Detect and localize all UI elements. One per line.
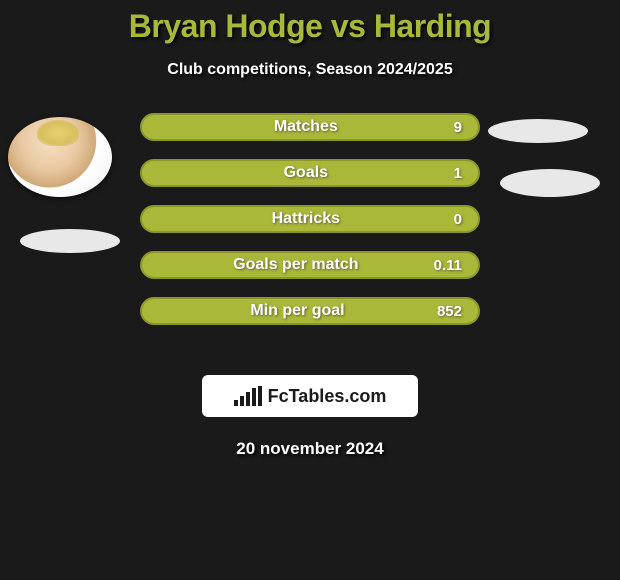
player-avatar	[8, 117, 112, 197]
right-placeholder-ellipse-1	[488, 119, 588, 143]
right-placeholder-ellipse-2	[500, 169, 600, 197]
stat-label: Goals per match	[158, 256, 434, 274]
stat-bars: Matches 9 Goals 1 Hattricks 0 Goals per …	[140, 113, 480, 343]
bars-chart-icon	[234, 386, 262, 406]
left-placeholder-ellipse	[20, 229, 120, 253]
stat-value: 0	[454, 211, 462, 228]
stat-bar: Hattricks 0	[140, 205, 480, 233]
subtitle: Club competitions, Season 2024/2025	[0, 61, 620, 79]
stat-value: 9	[454, 119, 462, 136]
branding-badge: FcTables.com	[202, 375, 418, 417]
page-title: Bryan Hodge vs Harding	[0, 8, 620, 45]
stat-bar: Min per goal 852	[140, 297, 480, 325]
stat-bar: Matches 9	[140, 113, 480, 141]
stat-value: 0.11	[434, 257, 462, 274]
stat-label: Hattricks	[158, 210, 454, 228]
stat-bar: Goals 1	[140, 159, 480, 187]
infographic-container: Bryan Hodge vs Harding Club competitions…	[0, 0, 620, 459]
stat-value: 852	[437, 303, 462, 320]
stat-label: Matches	[158, 118, 454, 136]
main-area: Matches 9 Goals 1 Hattricks 0 Goals per …	[0, 111, 620, 371]
stat-label: Min per goal	[158, 302, 437, 320]
stat-value: 1	[454, 165, 462, 182]
stat-label: Goals	[158, 164, 454, 182]
branding-text: FcTables.com	[268, 386, 387, 407]
date-label: 20 november 2024	[0, 439, 620, 459]
stat-bar: Goals per match 0.11	[140, 251, 480, 279]
